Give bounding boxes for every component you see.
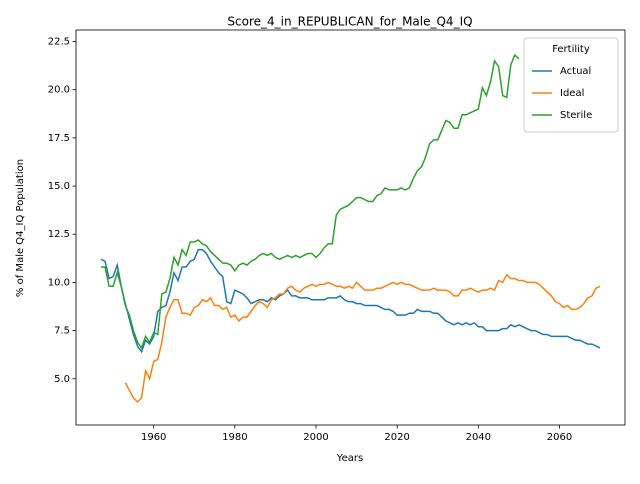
x-tick-label: 2060 bbox=[547, 432, 572, 443]
y-tick-label: 17.5 bbox=[48, 133, 70, 144]
x-tick-label: 1960 bbox=[141, 432, 166, 443]
y-tick-label: 12.5 bbox=[48, 229, 70, 240]
x-axis-label: Years bbox=[336, 453, 363, 464]
y-tick-label: 10.0 bbox=[48, 277, 70, 288]
x-tick-label: 2000 bbox=[303, 432, 328, 443]
chart-title: Score_4_in_REPUBLICAN_for_Male_Q4_IQ bbox=[227, 15, 472, 29]
x-tick-label: 1980 bbox=[222, 432, 247, 443]
line-series bbox=[100, 53, 520, 350]
plot-area bbox=[75, 29, 626, 426]
legend-label: Actual bbox=[560, 66, 591, 77]
y-tick-label: 15.0 bbox=[48, 181, 70, 192]
y-tick-label: 22.5 bbox=[48, 37, 70, 48]
y-tick-label: 5.0 bbox=[54, 374, 70, 385]
y-tick-label: 20.0 bbox=[48, 85, 70, 96]
legend-label: Ideal bbox=[560, 88, 584, 99]
x-tick-label: 2020 bbox=[384, 432, 409, 443]
line-series bbox=[100, 248, 601, 354]
legend-label: Sterile bbox=[560, 110, 592, 121]
legend-box bbox=[523, 37, 619, 133]
line-series bbox=[124, 273, 601, 403]
y-axis-label: % of Male Q4_IQ Population bbox=[15, 159, 26, 297]
x-tick-label: 2040 bbox=[466, 432, 491, 443]
y-tick-label: 7.5 bbox=[54, 326, 70, 337]
legend-title: Fertility bbox=[552, 44, 590, 55]
